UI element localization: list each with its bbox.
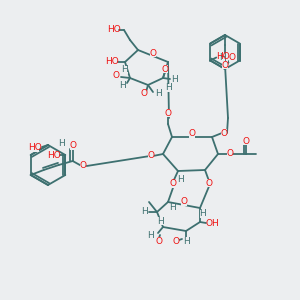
Text: H: H [58, 140, 65, 148]
FancyBboxPatch shape [208, 220, 216, 226]
Text: O: O [169, 179, 176, 188]
Text: O: O [149, 49, 157, 58]
Text: O: O [155, 236, 163, 245]
FancyBboxPatch shape [50, 152, 58, 158]
FancyBboxPatch shape [31, 145, 39, 152]
Text: HO: HO [105, 58, 119, 67]
Text: H: H [172, 74, 178, 83]
FancyBboxPatch shape [148, 152, 154, 160]
Text: O: O [226, 149, 233, 158]
FancyBboxPatch shape [183, 238, 189, 244]
FancyBboxPatch shape [177, 176, 183, 184]
Text: H: H [165, 83, 171, 92]
Text: OH: OH [205, 218, 219, 227]
Text: HO: HO [216, 52, 230, 61]
FancyBboxPatch shape [150, 50, 156, 56]
Text: O: O [140, 89, 148, 98]
FancyBboxPatch shape [243, 137, 249, 145]
Text: O: O [220, 128, 227, 137]
FancyBboxPatch shape [169, 205, 175, 212]
FancyBboxPatch shape [227, 151, 233, 158]
FancyBboxPatch shape [219, 55, 225, 62]
Text: H: H [122, 65, 128, 74]
Text: O: O [172, 236, 179, 245]
Text: H: H [156, 88, 162, 98]
Text: O: O [69, 142, 76, 151]
FancyBboxPatch shape [119, 81, 125, 88]
Text: O: O [112, 71, 119, 80]
FancyBboxPatch shape [206, 179, 212, 187]
Text: H: H [169, 203, 176, 212]
Text: O: O [221, 61, 229, 70]
Text: H: H [219, 53, 225, 62]
Text: HO: HO [28, 143, 42, 152]
FancyBboxPatch shape [181, 199, 187, 206]
FancyBboxPatch shape [58, 140, 64, 148]
Text: O: O [181, 197, 188, 206]
FancyBboxPatch shape [141, 208, 147, 215]
FancyBboxPatch shape [229, 55, 235, 62]
FancyBboxPatch shape [165, 85, 171, 92]
FancyBboxPatch shape [156, 238, 162, 244]
FancyBboxPatch shape [221, 130, 227, 136]
FancyBboxPatch shape [122, 67, 128, 73]
FancyBboxPatch shape [219, 53, 227, 60]
FancyBboxPatch shape [170, 180, 176, 188]
Text: H: H [183, 236, 189, 245]
FancyBboxPatch shape [70, 142, 76, 150]
FancyBboxPatch shape [173, 238, 179, 244]
Text: O: O [229, 53, 236, 62]
Text: H: H [118, 80, 125, 89]
Text: O: O [188, 130, 196, 139]
FancyBboxPatch shape [157, 218, 163, 224]
Text: O: O [206, 178, 212, 188]
FancyBboxPatch shape [113, 73, 119, 80]
Text: HO: HO [107, 26, 121, 34]
FancyBboxPatch shape [156, 89, 162, 97]
FancyBboxPatch shape [110, 26, 118, 34]
Text: H: H [148, 230, 154, 239]
Text: H: H [157, 217, 164, 226]
Text: O: O [79, 161, 86, 170]
FancyBboxPatch shape [172, 76, 178, 82]
FancyBboxPatch shape [80, 163, 86, 170]
Text: O: O [148, 152, 154, 160]
Text: O: O [242, 136, 250, 146]
Text: O: O [161, 64, 169, 74]
FancyBboxPatch shape [189, 130, 195, 137]
FancyBboxPatch shape [222, 61, 228, 69]
Text: H: H [177, 176, 183, 184]
FancyBboxPatch shape [162, 65, 168, 73]
Text: H: H [200, 209, 206, 218]
FancyBboxPatch shape [165, 110, 171, 116]
FancyBboxPatch shape [148, 232, 154, 238]
Text: O: O [164, 109, 172, 118]
FancyBboxPatch shape [141, 91, 147, 98]
Text: HO: HO [47, 151, 61, 160]
Text: H: H [141, 208, 147, 217]
FancyBboxPatch shape [200, 211, 206, 218]
FancyBboxPatch shape [108, 58, 116, 66]
